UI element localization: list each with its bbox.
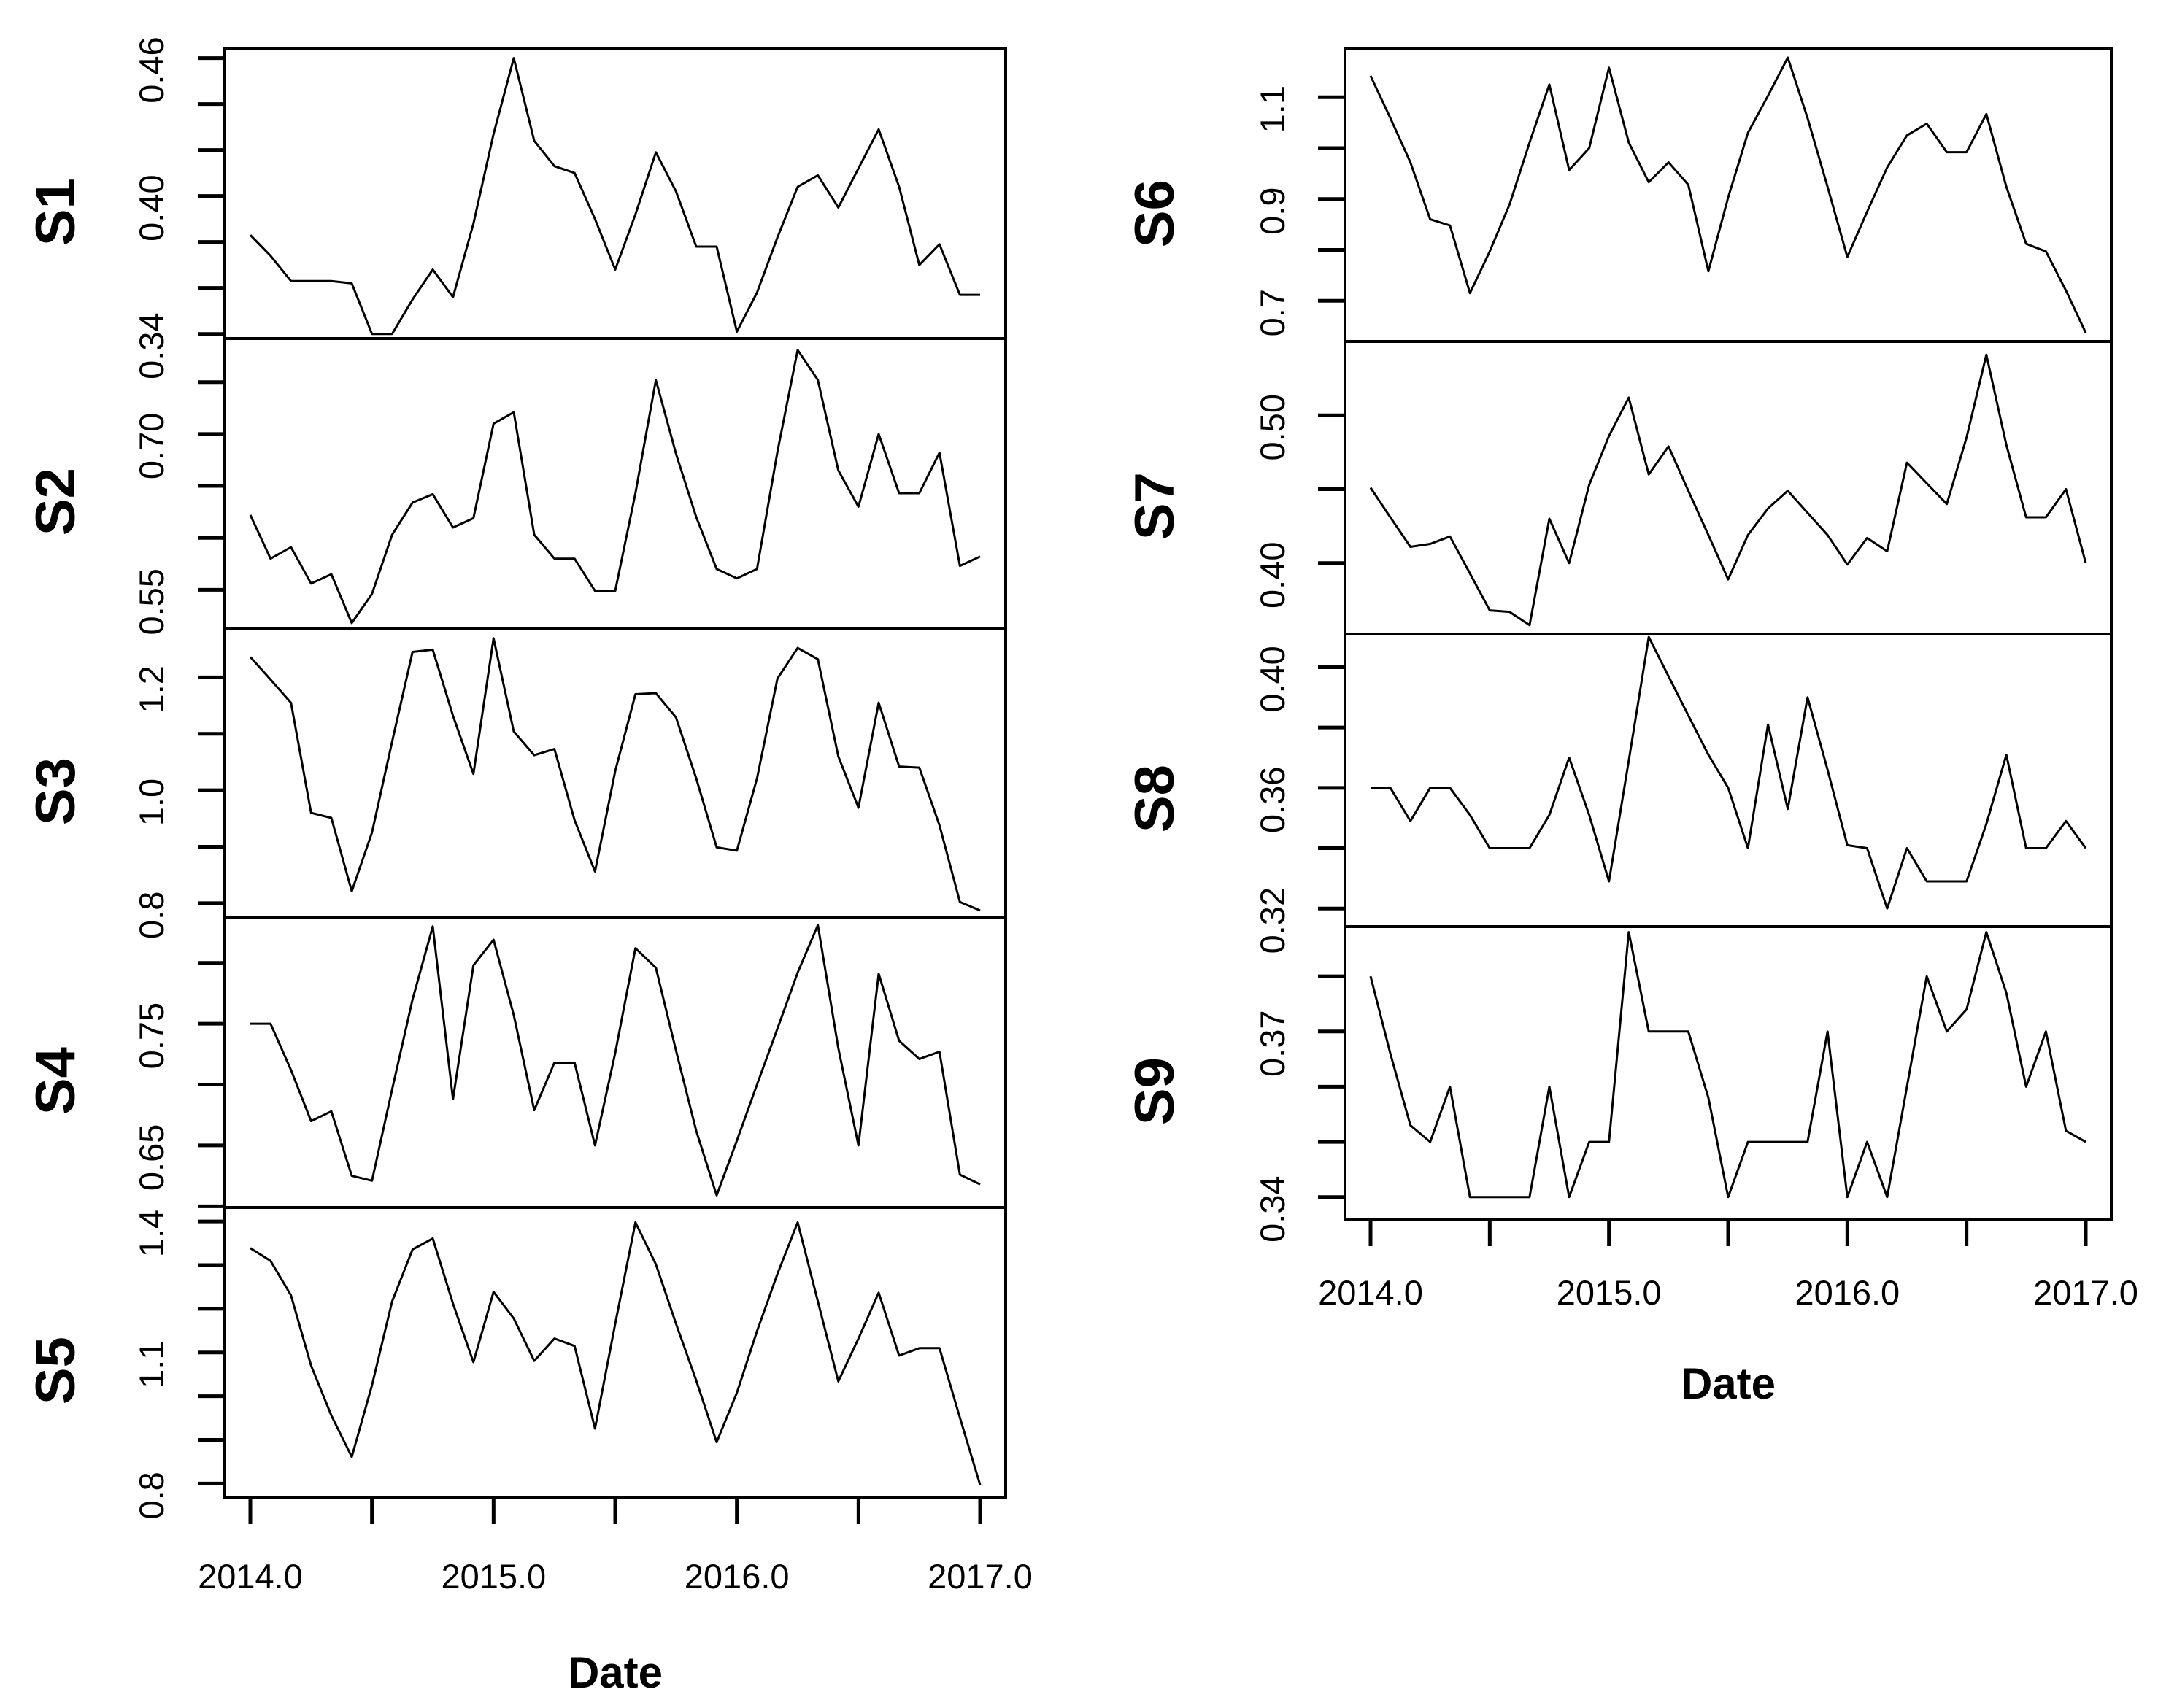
panel-title-s9: S9 [1124,1057,1186,1125]
y-tick-label-s1: 0.46 [132,36,171,103]
series-line-s4 [250,924,981,1197]
panel-box-s2 [223,337,1007,630]
y-tick-label-s4: 0.65 [132,1124,171,1191]
panel-box-s5 [223,1206,1007,1499]
y-tick-label-s3: 0.8 [132,892,171,939]
y-tick-label-s1: 0.40 [132,174,171,241]
x-tick-label-col1: 2016.0 [685,1557,790,1596]
panel-title-s1: S1 [25,178,87,246]
y-tick-label-s9: 0.34 [1253,1175,1292,1242]
y-tick-label-s7: 0.50 [1253,394,1292,460]
y-tick-label-s9: 0.37 [1253,1010,1292,1076]
panel-title-s6: S6 [1124,179,1186,247]
x-tick-label-col1: 2017.0 [928,1557,1033,1596]
panel-title-s5: S5 [25,1337,87,1404]
y-tick-label-s5: 1.1 [132,1341,171,1388]
x-tick-label-col2: 2016.0 [1795,1273,1900,1312]
y-tick-label-s5: 1.4 [132,1210,171,1257]
panel-title-s3: S3 [25,757,87,825]
panel-title-s7: S7 [1124,472,1186,540]
series-line-s6 [1369,56,2087,333]
x-axis-title-left: Date [567,1648,663,1697]
x-axis-title-right: Date [1680,1359,1776,1408]
series-line-s5 [250,1221,982,1485]
panel-box-s8 [1344,633,2113,928]
panel-title-s2: S2 [25,468,87,536]
series-line-s2 [249,349,981,625]
y-tick-label-s4: 0.75 [132,1002,171,1069]
x-tick-label-col2: 2015.0 [1557,1273,1662,1312]
y-tick-label-s8: 0.40 [1253,646,1292,712]
y-tick-label-s8: 0.36 [1253,767,1292,833]
panel-box-s9 [1344,925,2113,1221]
y-tick-label-s3: 1.2 [132,665,171,713]
y-tick-label-s3: 1.0 [132,778,171,826]
panel-box-s4 [223,916,1007,1209]
y-tick-label-s6: 1.1 [1253,85,1292,133]
series-line-s9 [1369,931,2086,1199]
panel-box-s7 [1344,340,2113,635]
series-line-s8 [1371,635,2087,910]
x-tick-label-col1: 2014.0 [198,1557,303,1596]
y-tick-label-s6: 0.9 [1253,188,1292,235]
y-tick-label-s1: 0.34 [132,312,171,379]
panel-title-s4: S4 [25,1047,87,1115]
panel-box-s1 [223,47,1007,340]
series-line-s7 [1369,353,2087,627]
y-tick-label-s6: 0.7 [1253,289,1292,336]
x-tick-label-col1: 2015.0 [441,1557,546,1596]
series-line-s3 [249,637,981,912]
series-line-s1 [249,57,980,336]
y-tick-label-s5: 0.8 [132,1472,171,1519]
x-tick-label-col2: 2014.0 [1318,1273,1423,1312]
y-tick-label-s2: 0.55 [132,568,171,635]
x-tick-label-col2: 2017.0 [2033,1273,2138,1312]
y-tick-label-s2: 0.70 [132,413,171,479]
y-tick-label-s8: 0.32 [1253,887,1292,954]
y-tick-label-s7: 0.40 [1253,541,1292,608]
panel-title-s8: S8 [1124,765,1186,832]
